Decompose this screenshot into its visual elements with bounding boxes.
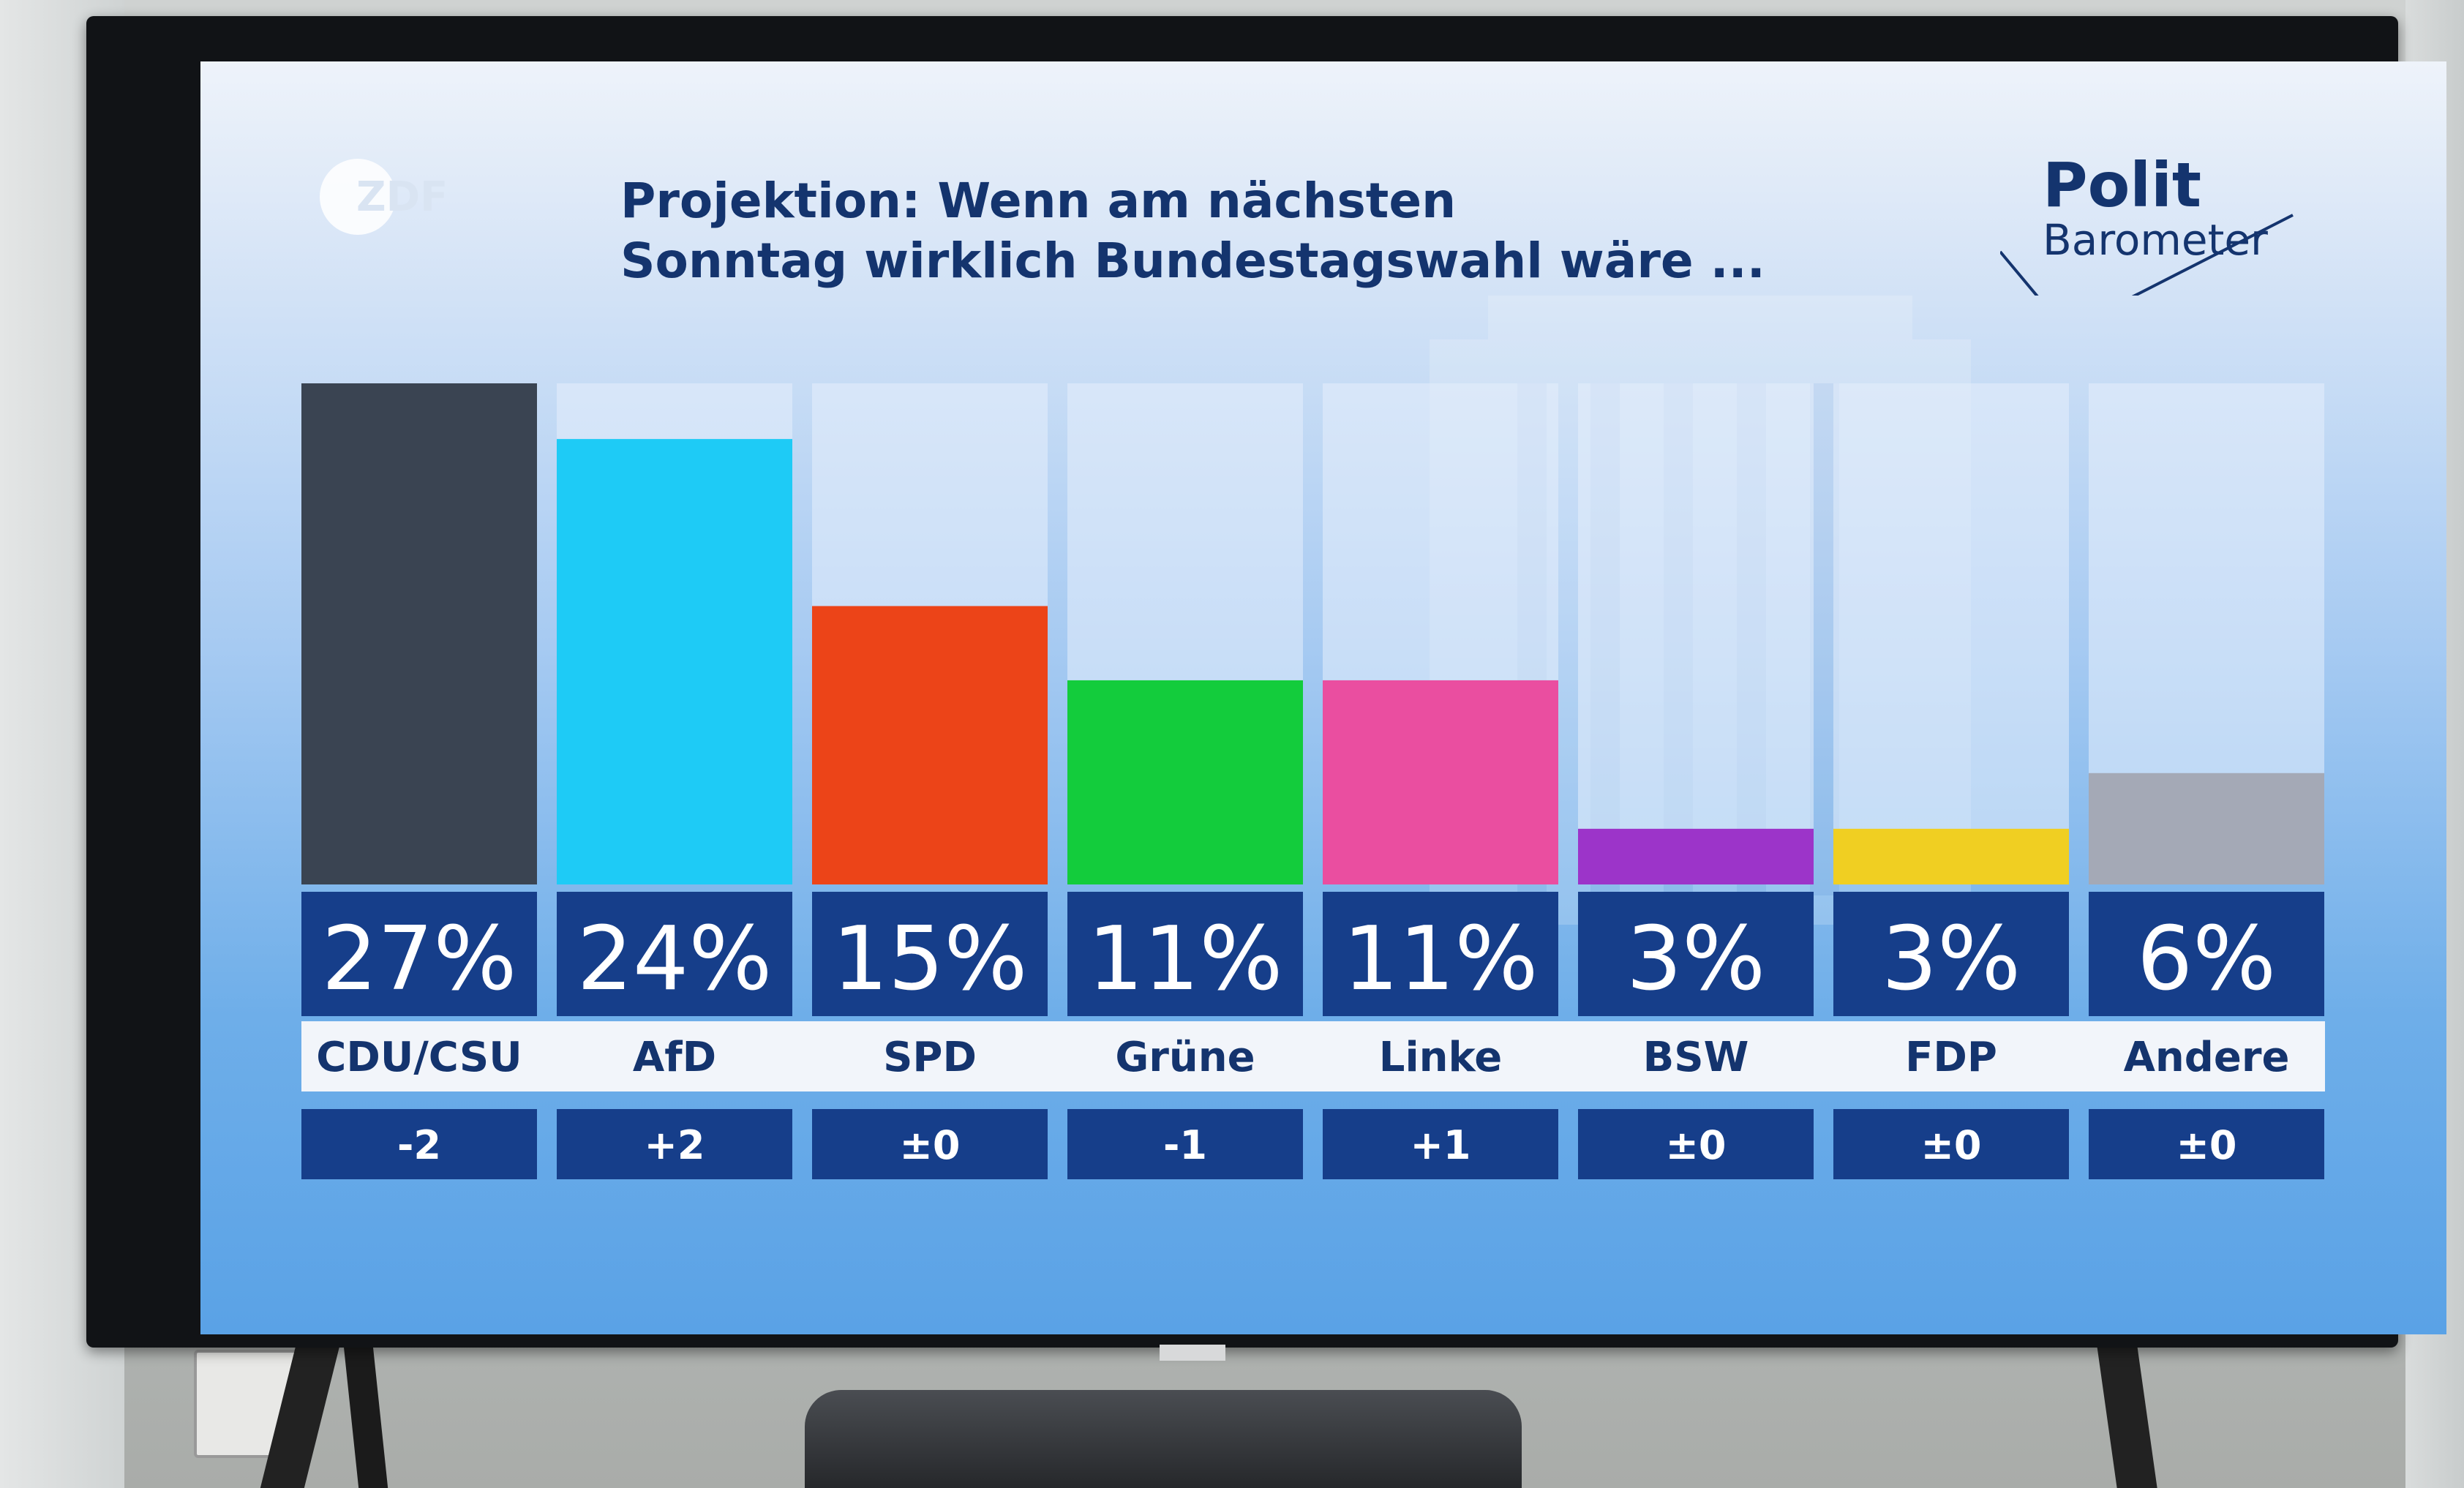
politbarometer-logo: Polit Barometer (2000, 149, 2307, 296)
data-label: 15% (833, 909, 1028, 1010)
checkmark-icon (2000, 214, 2294, 296)
bar (301, 383, 537, 884)
column-track (1833, 383, 2069, 884)
category-label: BSW (1643, 1034, 1749, 1081)
value-box (1578, 892, 1814, 1016)
tv-bezel: ZDF Projektion: Wenn am nächsten Sonntag… (86, 16, 2446, 1348)
change-box (812, 1109, 1048, 1179)
data-label: 24% (577, 909, 773, 1010)
value-box (2089, 892, 2324, 1016)
data-label: 3% (1626, 909, 1765, 1010)
data-label: 3% (1882, 909, 2021, 1010)
change-box (1323, 1109, 1558, 1179)
value-box (1067, 892, 1303, 1016)
value-box (301, 892, 537, 1016)
tv-screen: ZDF Projektion: Wenn am nächsten Sonntag… (200, 61, 2446, 1334)
change-box (301, 1109, 537, 1179)
tv-foot-left-back (343, 1346, 388, 1488)
poll-chart: 27% CDU/CSU -2 24% AfD +2 15% SPD ±0 11% Grüne -1 11… (200, 61, 2446, 1334)
tv-foot-right (2097, 1346, 2157, 1488)
column-track (1578, 383, 1814, 884)
title-line-1: Projektion: Wenn am nächsten (620, 173, 1457, 229)
value-box (1833, 892, 2069, 1016)
change-box (557, 1109, 792, 1179)
change-label: +2 (645, 1122, 705, 1168)
zdf-logo: ZDF (320, 159, 448, 235)
set-top-box (805, 1390, 1522, 1488)
bar (557, 439, 792, 884)
category-label: Andere (2124, 1034, 2290, 1081)
category-label: Linke (1379, 1034, 1502, 1081)
bar (1067, 680, 1303, 884)
poll-chart-svg: 27% CDU/CSU -2 24% AfD +2 15% SPD ±0 11% Grüne -1 11… (301, 383, 2325, 1179)
category-label: SPD (883, 1034, 977, 1081)
category-label: AfD (633, 1034, 716, 1081)
change-label: +1 (1411, 1122, 1471, 1168)
change-label: ±0 (900, 1122, 961, 1168)
brand-line-2: Barometer (2043, 215, 2268, 265)
tv-brand-badge (1160, 1345, 1225, 1361)
change-label: ±0 (2176, 1122, 2237, 1168)
bar (812, 606, 1048, 884)
category-label-strip (301, 1021, 2325, 1091)
data-label: 27% (322, 909, 517, 1010)
bar (1578, 828, 1814, 884)
bar (1833, 828, 2069, 884)
data-label: 11% (1343, 909, 1539, 1010)
zdf-logo-text: ZDF (356, 173, 448, 221)
data-label: 11% (1088, 909, 1283, 1010)
value-box (1323, 892, 1558, 1016)
category-label: CDU/CSU (316, 1034, 522, 1081)
brand-line-1: Polit (2043, 149, 2202, 221)
change-box (2089, 1109, 2324, 1179)
value-box (557, 892, 792, 1016)
data-label: 6% (2137, 909, 2276, 1010)
title-line-2: Sonntag wirklich Bundestagswahl wäre ... (620, 233, 1765, 289)
bar (1323, 680, 1558, 884)
change-label: ±0 (1921, 1122, 1982, 1168)
change-label: ±0 (1666, 1122, 1727, 1168)
change-label: -2 (397, 1122, 441, 1168)
change-box (1067, 1109, 1303, 1179)
category-label: FDP (1905, 1034, 1997, 1081)
value-box (812, 892, 1048, 1016)
change-label: -1 (1163, 1122, 1207, 1168)
category-label: Grüne (1115, 1034, 1255, 1081)
change-box (1578, 1109, 1814, 1179)
bar (2089, 773, 2324, 884)
chart-title: Projektion: Wenn am nächsten Sonntag wir… (620, 171, 2010, 291)
change-box (1833, 1109, 2069, 1179)
